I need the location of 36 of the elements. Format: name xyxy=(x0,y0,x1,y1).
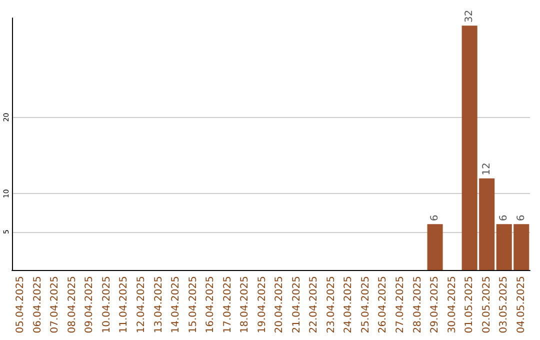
x-tick-label: 25.04.2025 xyxy=(360,276,372,334)
data-label: 12 xyxy=(481,162,492,176)
x-tick-label: 04.05.2025 xyxy=(516,276,527,334)
x-tick-label: 26.04.2025 xyxy=(378,276,389,334)
x-tick-label: 23.04.2025 xyxy=(326,276,337,334)
x-tick-label: 09.04.2025 xyxy=(84,276,96,334)
x-tick-label: 11.04.2025 xyxy=(118,276,130,334)
x-tick-label: 17.04.2025 xyxy=(222,276,234,334)
x-tick-label: 13.04.2025 xyxy=(153,276,164,334)
x-tick-label: 19.04.2025 xyxy=(256,276,268,334)
data-label: 6 xyxy=(430,214,441,222)
x-tick-label: 07.04.2025 xyxy=(50,276,61,334)
x-tick-label: 05.04.2025 xyxy=(15,276,26,334)
data-label: 6 xyxy=(498,214,510,222)
x-tick-label: 28.04.2025 xyxy=(412,276,424,334)
x-tick-label: 21.04.2025 xyxy=(291,276,302,334)
x-tick-label: 12.04.2025 xyxy=(136,276,147,334)
data-label: 6 xyxy=(516,214,527,222)
x-tick-label: 02.05.2025 xyxy=(481,276,492,334)
x-tick-label: 27.04.2025 xyxy=(395,276,406,334)
x-tick-label: 03.05.2025 xyxy=(498,276,510,334)
x-tick-label: 20.04.2025 xyxy=(274,276,286,334)
x-tick-label: 29.04.2025 xyxy=(430,276,441,334)
x-tick-label: 08.04.2025 xyxy=(66,276,78,334)
x-tick-label: 18.04.2025 xyxy=(240,276,251,334)
data-label: 32 xyxy=(464,10,476,23)
x-tick-label: 16.04.2025 xyxy=(205,276,216,334)
bar xyxy=(427,224,443,270)
x-tick-label: 10.04.2025 xyxy=(101,276,112,334)
x-tick-label: 22.04.2025 xyxy=(308,276,320,334)
x-tick-label: 01.05.2025 xyxy=(464,276,476,334)
x-tick-label: 14.04.2025 xyxy=(170,276,182,334)
x-tick-label: 24.04.2025 xyxy=(343,276,354,334)
x-tick-label: 15.04.2025 xyxy=(188,276,199,334)
x-tick-label: 06.04.2025 xyxy=(32,276,44,334)
x-tick-label: 30.04.2025 xyxy=(446,276,458,334)
